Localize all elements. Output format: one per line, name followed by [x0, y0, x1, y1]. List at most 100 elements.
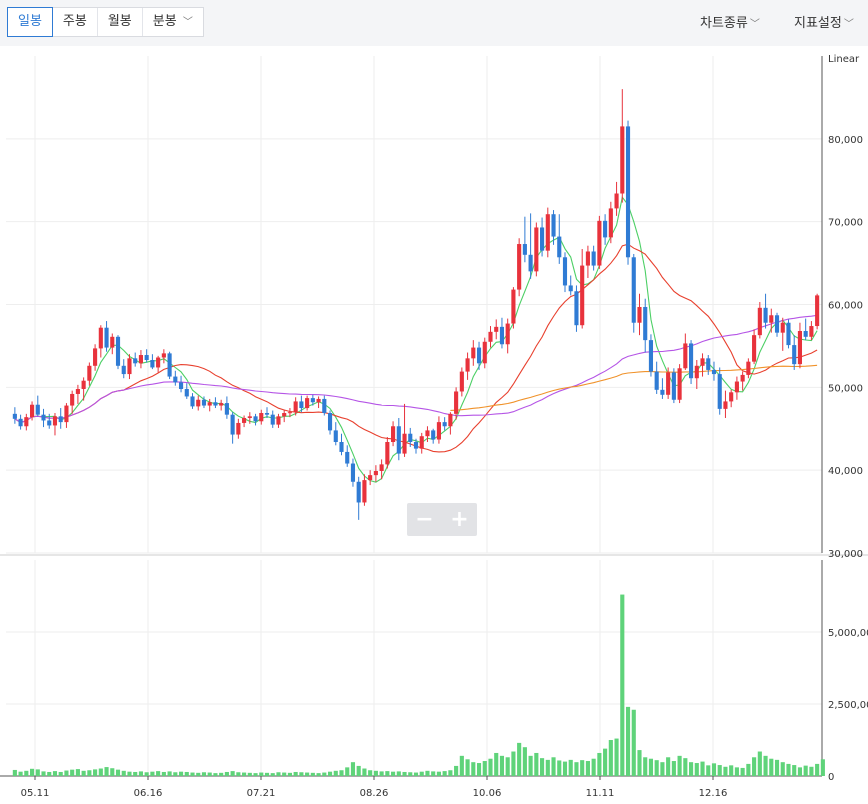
volume-bar: [643, 757, 648, 776]
candle-body: [322, 398, 327, 414]
candle-body: [476, 347, 482, 364]
candle-body: [540, 227, 545, 251]
volume-bar: [459, 755, 464, 776]
candle-body: [620, 126, 625, 194]
candle-body: [104, 327, 109, 348]
candle-body: [700, 358, 705, 366]
candle-body: [436, 422, 441, 440]
volume-bar: [150, 771, 155, 776]
chevron-down-icon: ﹀: [182, 17, 193, 28]
candle-body: [64, 405, 69, 423]
candle-body: [18, 418, 23, 427]
candle-body: [614, 193, 619, 209]
candle-body: [305, 398, 310, 409]
candle-body: [625, 126, 631, 258]
candle-body: [689, 343, 694, 379]
candle-body: [459, 371, 464, 392]
volume-bar: [339, 770, 344, 776]
volume-bar: [190, 772, 195, 776]
candle-body: [362, 480, 367, 503]
volume-bar: [689, 762, 694, 776]
volume-bar: [379, 771, 384, 776]
chart-toolbar: 일봉 주봉 월봉 분봉 ﹀ 차트종류 ﹀ 지표설정 ﹀: [0, 0, 868, 46]
volume-bar: [224, 771, 229, 776]
candle-body: [373, 470, 378, 476]
candle-body: [29, 404, 35, 418]
candle-body: [574, 291, 579, 326]
volume-bar: [64, 770, 69, 776]
volume-bar: [580, 760, 585, 776]
stock-chart[interactable]: Linear 30,000 40,000 50,000 60,000 70,000 80,0…: [0, 46, 868, 804]
tab-minute-label: 분봉: [152, 14, 177, 29]
candle-body: [345, 451, 350, 464]
volume-bar: [809, 766, 814, 776]
volume-bar: [476, 763, 482, 776]
volume-bar: [293, 771, 298, 776]
candle-body: [454, 391, 459, 414]
candle-body: [654, 371, 659, 390]
candle-body: [167, 353, 172, 377]
candle-body: [156, 357, 161, 368]
candle-body: [276, 416, 281, 425]
volume-bar: [115, 769, 121, 776]
volume-bar: [511, 751, 516, 776]
candle-body: [517, 244, 522, 290]
candle-body: [138, 355, 143, 364]
price-tick-label: 40,000: [828, 466, 863, 477]
price-tick-label: 60,000: [828, 301, 863, 312]
candle-body: [666, 372, 671, 395]
volume-bar: [110, 768, 115, 776]
candle-body: [282, 413, 287, 417]
candle-body: [752, 335, 757, 362]
zoom-out-button[interactable]: −: [407, 503, 442, 536]
volume-bar: [87, 770, 92, 776]
tab-minute[interactable]: 분봉 ﹀: [143, 8, 203, 36]
candle-body: [333, 430, 338, 443]
volume-bar: [47, 771, 52, 776]
volume-tick-label: 0: [828, 772, 834, 783]
volume-bar: [276, 772, 281, 776]
plus-icon: +: [450, 507, 469, 532]
volume-bar: [482, 761, 487, 776]
candle-body: [717, 374, 722, 409]
volume-bar: [625, 706, 631, 776]
tab-daily[interactable]: 일봉: [7, 7, 53, 37]
volume-bar: [29, 768, 35, 776]
candle-body: [75, 388, 80, 394]
candle-body: [711, 369, 717, 375]
volume-bar: [18, 771, 23, 776]
candle-body: [671, 372, 676, 400]
candle-body: [150, 359, 155, 368]
candle-body: [161, 353, 166, 358]
volume-bar: [161, 771, 166, 776]
minus-icon: −: [415, 507, 434, 532]
volume-bar: [597, 752, 602, 776]
candle-body: [413, 442, 419, 449]
indicator-settings-button[interactable]: 지표설정 ﹀: [794, 12, 854, 31]
zoom-in-button[interactable]: +: [442, 503, 477, 536]
volume-bar: [591, 758, 596, 776]
volume-bar: [557, 760, 562, 776]
volume-tick-label: 5,000,00: [828, 628, 868, 639]
volume-bar: [448, 770, 453, 776]
candle-body: [133, 358, 138, 364]
candle-body: [58, 416, 63, 423]
candle-body: [81, 380, 86, 389]
volume-bar: [803, 765, 808, 776]
volume-bar: [373, 770, 378, 776]
volume-bar: [75, 769, 80, 776]
volume-bar: [723, 766, 728, 776]
volume-bar: [402, 771, 407, 776]
volume-bar: [780, 762, 785, 776]
candle-body: [683, 343, 688, 369]
volume-bar: [620, 594, 625, 776]
x-tick-label: 06.16: [134, 788, 163, 799]
volume-bar: [442, 771, 447, 776]
volume-bar: [144, 772, 149, 776]
chart-type-button[interactable]: 차트종류 ﹀: [700, 12, 760, 31]
candle-body: [522, 244, 527, 255]
tab-weekly[interactable]: 주봉: [53, 8, 98, 36]
volume-bar: [305, 772, 310, 776]
volume-bar: [385, 771, 390, 776]
tab-monthly[interactable]: 월봉: [98, 8, 143, 36]
